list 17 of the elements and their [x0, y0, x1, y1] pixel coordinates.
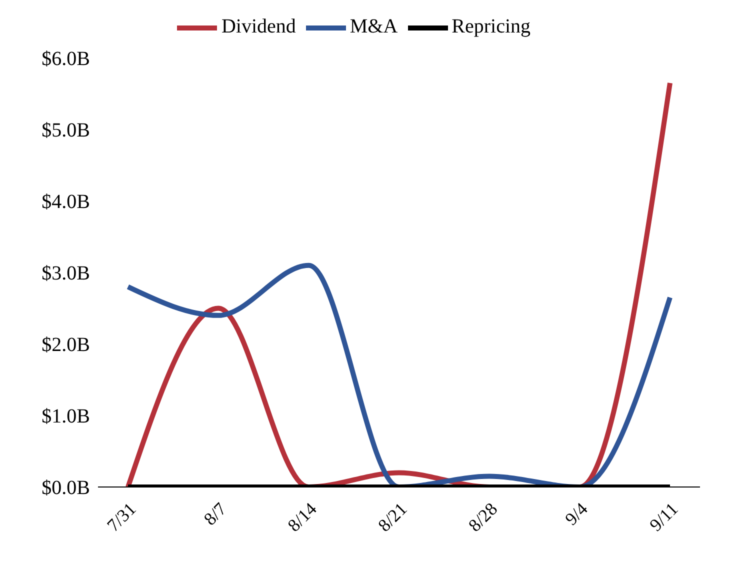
x-tick-label: 8/28 [464, 498, 502, 536]
x-tick-label: 9/4 [561, 498, 592, 530]
y-tick-label: $2.0B [42, 334, 90, 356]
y-tick-label: $5.0B [42, 120, 90, 142]
x-tick-label: 9/11 [646, 498, 682, 536]
x-tick-label: 7/31 [103, 498, 140, 536]
y-tick-label: $4.0B [42, 191, 90, 214]
x-tick-label: 8/14 [284, 498, 321, 536]
y-tick-label: $6.0B [42, 48, 90, 70]
y-tick-label: $3.0B [42, 262, 90, 285]
y-tick-label: $1.0B [42, 406, 90, 428]
x-tick-label: 8/7 [200, 498, 230, 530]
x-tick-label: 8/21 [374, 498, 411, 536]
legend-label: Dividend [221, 16, 296, 38]
y-tick-label: $0.0B [42, 477, 90, 500]
legend-label: Repricing [452, 16, 531, 38]
legend-label: M&A [350, 16, 398, 38]
